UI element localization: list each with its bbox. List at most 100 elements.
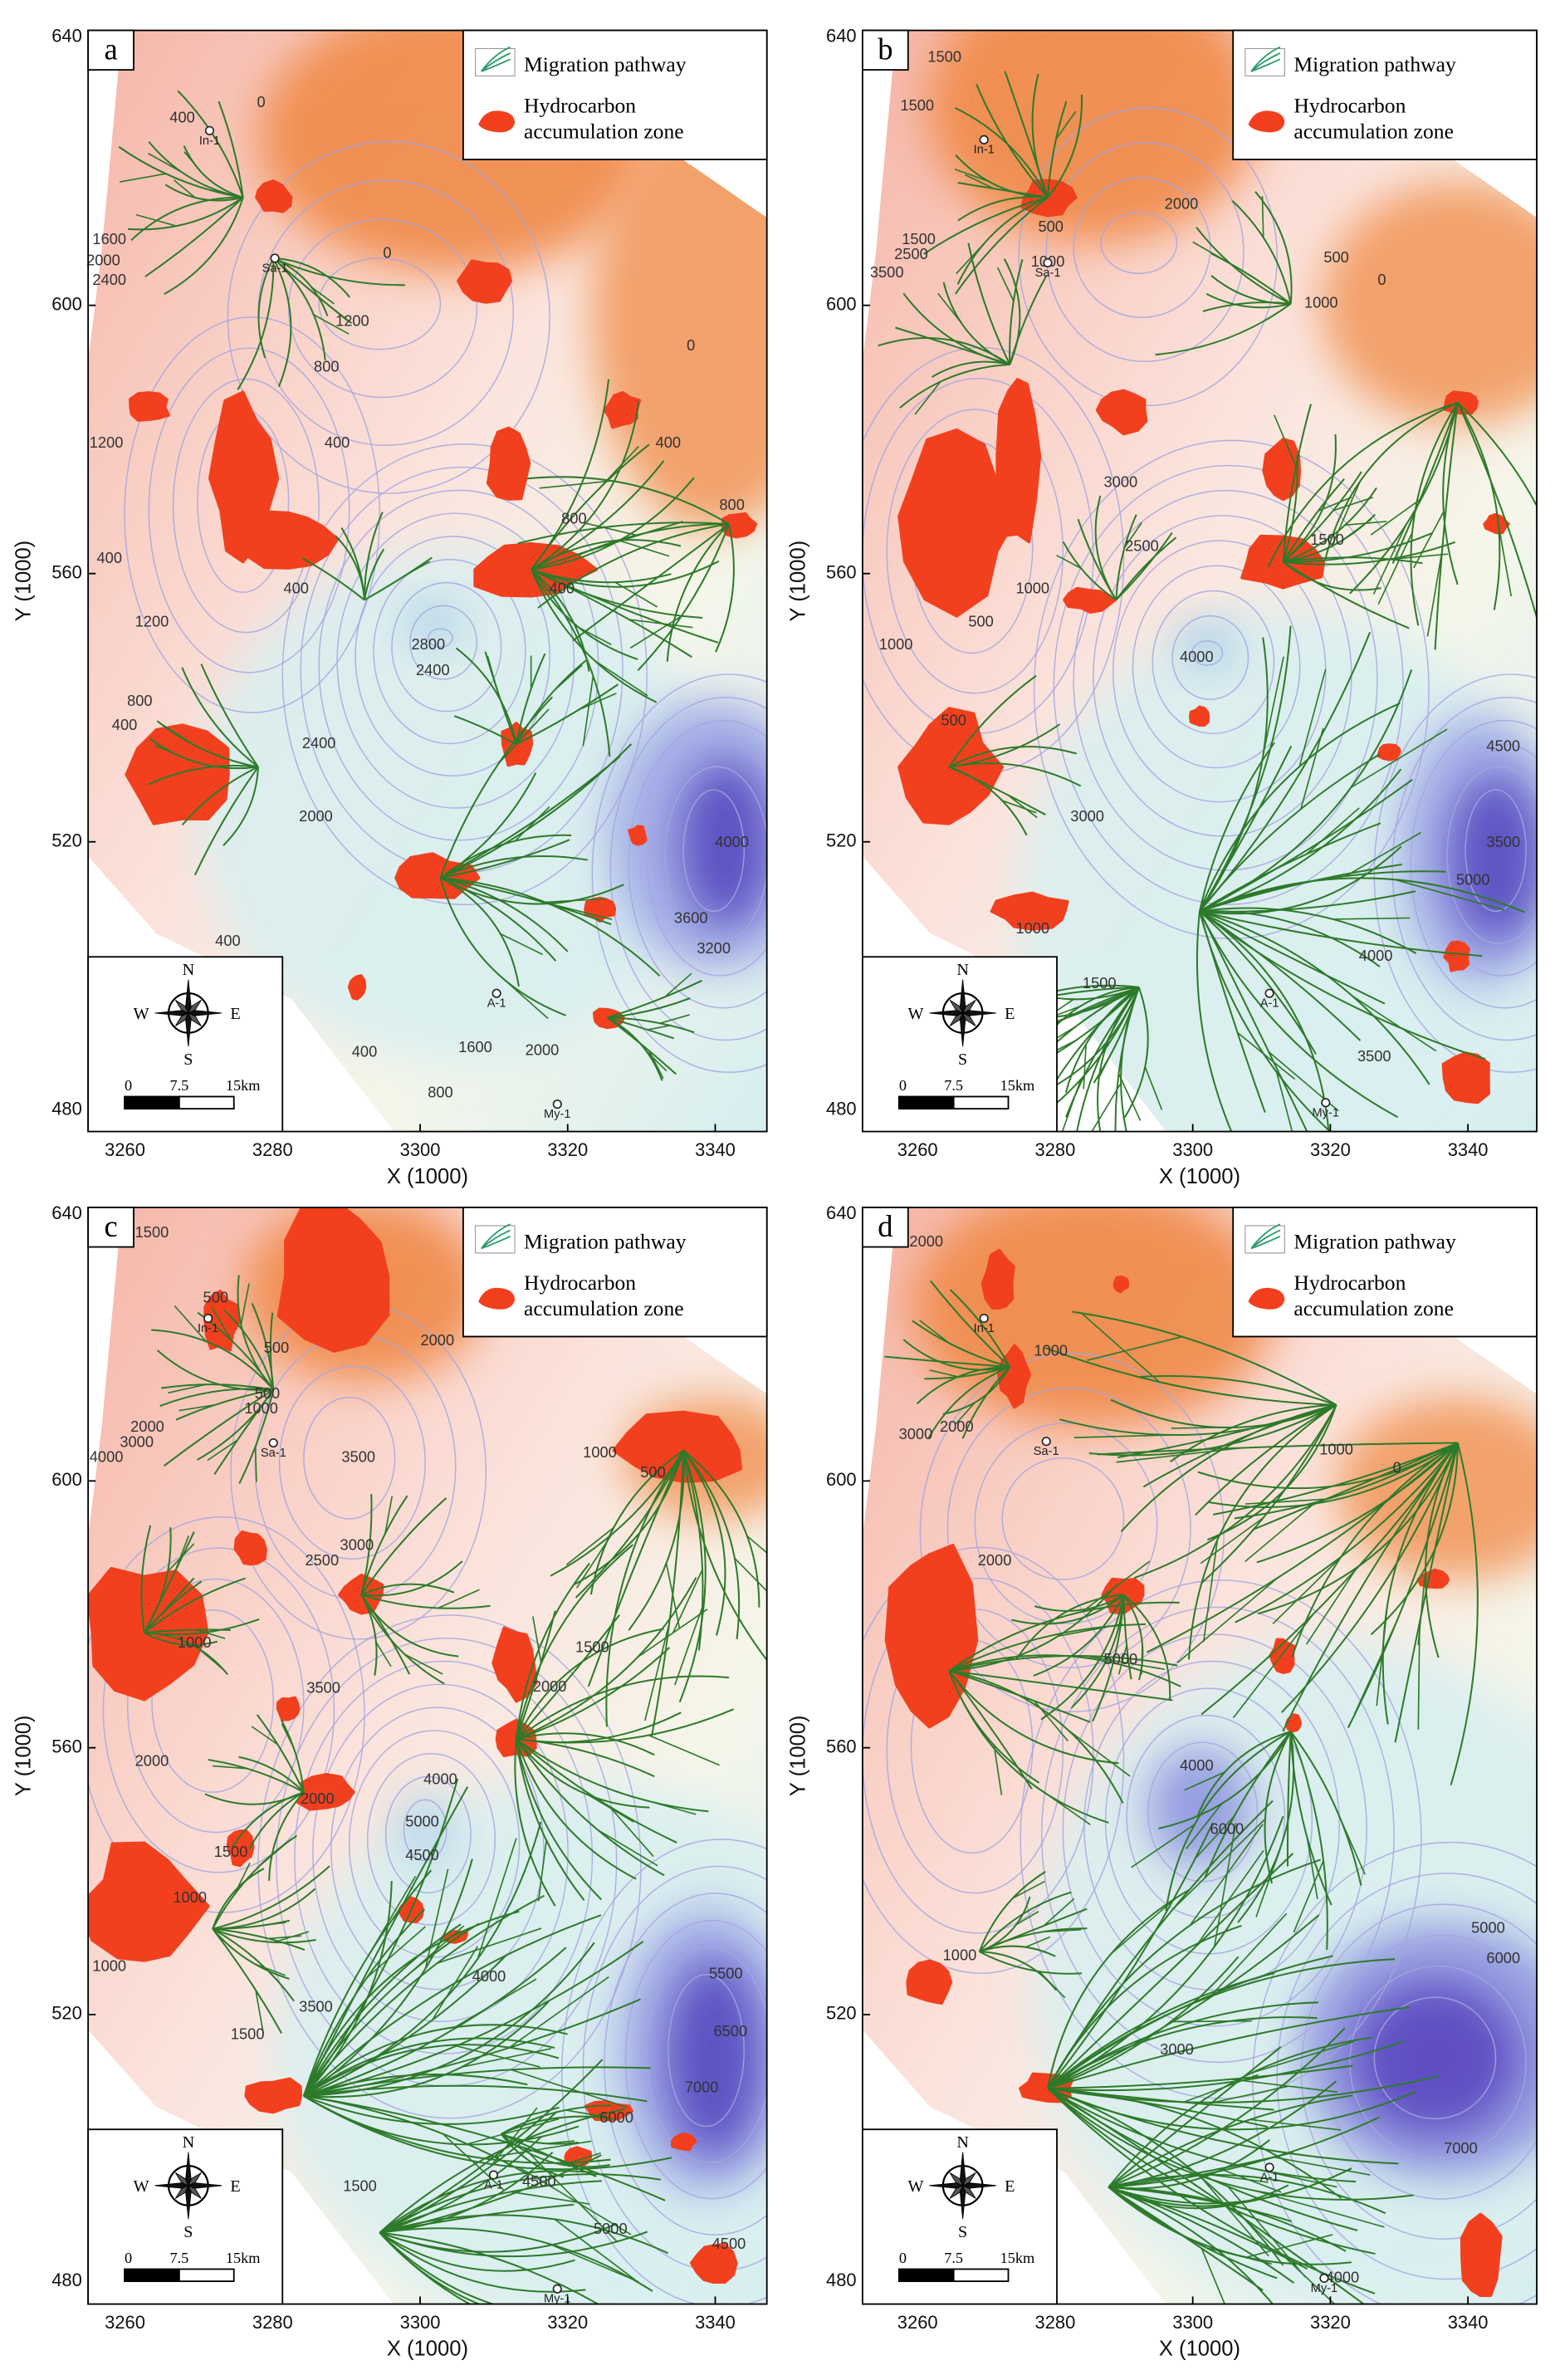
migration-pathway bbox=[1115, 531, 1173, 601]
migration-pathway bbox=[379, 2231, 575, 2272]
contour-label: 1200 bbox=[135, 613, 169, 630]
migration-pathway bbox=[440, 877, 569, 952]
contour-label: 800 bbox=[428, 1084, 452, 1101]
migration-pathway bbox=[1318, 497, 1352, 512]
migration-pathway bbox=[1108, 2186, 1308, 2270]
migration-pathway bbox=[1070, 1594, 1125, 1709]
migration-pathway bbox=[303, 1947, 567, 2097]
legend-box bbox=[462, 1207, 768, 1338]
depth-shade bbox=[394, 1790, 456, 1870]
migration-pathway bbox=[1199, 910, 1483, 957]
migration-pathway bbox=[1305, 807, 1360, 855]
accumulation-zone bbox=[980, 1248, 1015, 1310]
migration-pathway bbox=[1187, 1403, 1337, 1660]
migration-pathway bbox=[949, 1289, 1011, 1368]
migration-pathway bbox=[360, 1495, 408, 1595]
migration-pathway bbox=[303, 1942, 595, 2097]
contour-line bbox=[1018, 107, 1278, 407]
legend-text: Migration pathway bbox=[524, 1229, 687, 1253]
migration-pathway bbox=[174, 1535, 189, 1573]
well-label: A-1 bbox=[1260, 997, 1279, 1011]
contour-label: 800 bbox=[719, 496, 744, 513]
contour-label: 1000 bbox=[1319, 1440, 1353, 1457]
migration-pathway bbox=[1195, 1403, 1337, 1516]
migration-pathway bbox=[949, 1669, 1173, 1702]
migration-pathway bbox=[516, 1732, 655, 1756]
contour-line bbox=[281, 443, 648, 906]
migration-pathway bbox=[1340, 1819, 1366, 1875]
migration-pathway bbox=[1274, 2156, 1371, 2176]
migration-pathway bbox=[1031, 73, 1049, 198]
migration-pathway bbox=[978, 1891, 1072, 1952]
migration-pathway bbox=[517, 522, 730, 545]
contour-label: 0 bbox=[1377, 271, 1386, 288]
migration-pathway bbox=[303, 1953, 508, 2097]
contour-label: 5000 bbox=[1471, 1919, 1505, 1937]
well-label: Sa-1 bbox=[261, 1447, 286, 1460]
y-tick-label: 600 bbox=[51, 1469, 82, 1490]
scale-bar-black bbox=[124, 2268, 180, 2283]
contour-line bbox=[628, 719, 767, 1009]
migration-pathway bbox=[237, 1863, 251, 1888]
migration-pathway bbox=[361, 1560, 463, 1597]
legend-pathway-icon bbox=[1250, 1229, 1281, 1250]
well-label: A-1 bbox=[484, 2179, 503, 2192]
well-marker bbox=[268, 1437, 278, 1448]
migration-pathway bbox=[1497, 523, 1513, 597]
compass-point bbox=[961, 1010, 996, 1016]
migration-pathway bbox=[144, 1628, 231, 1634]
migration-pathway bbox=[196, 1388, 275, 1461]
migration-pathway bbox=[1176, 1577, 1279, 1663]
migration-pathway bbox=[1394, 1442, 1459, 1743]
migration-pathway bbox=[500, 2133, 565, 2178]
accumulation-zone bbox=[1443, 390, 1479, 415]
migration-pathway bbox=[1200, 1516, 1264, 1565]
migration-pathway bbox=[664, 972, 692, 998]
contour-line bbox=[1252, 1841, 1537, 2304]
migration-pathway bbox=[645, 1050, 667, 1072]
contour-line bbox=[366, 1753, 496, 1926]
migration-pathway bbox=[948, 746, 1078, 768]
contour-line bbox=[318, 489, 599, 841]
migration-pathway bbox=[183, 144, 243, 198]
migration-pathway bbox=[303, 1922, 480, 2097]
migration-pathway bbox=[500, 2133, 610, 2168]
contour-line bbox=[886, 409, 1064, 694]
compass-point bbox=[949, 2172, 964, 2187]
depth-shade bbox=[665, 1959, 763, 2157]
contour-label: 1000 bbox=[173, 1888, 207, 1906]
migration-pathway bbox=[1199, 910, 1486, 1060]
migration-pathway bbox=[143, 1531, 195, 1633]
contour-label: 3000 bbox=[120, 1432, 154, 1450]
scale-bar-black bbox=[124, 1095, 180, 1110]
compass-point bbox=[185, 2184, 192, 2220]
migration-pathway bbox=[1289, 1731, 1328, 1951]
well-label: Sa-1 bbox=[1034, 1445, 1059, 1458]
migration-pathway bbox=[302, 1908, 425, 2097]
migration-pathway bbox=[546, 2140, 575, 2145]
legend-pathway-icon bbox=[1250, 58, 1281, 72]
contour-label: 5000 bbox=[1456, 871, 1490, 889]
migration-pathway bbox=[1450, 1442, 1479, 1785]
migration-pathway bbox=[255, 1963, 286, 1976]
migration-pathway bbox=[1333, 497, 1373, 512]
migration-pathway bbox=[1199, 910, 1386, 1005]
migration-pathway bbox=[212, 1927, 295, 2002]
x-tick-label: 3300 bbox=[400, 2312, 441, 2333]
migration-pathway bbox=[1108, 2186, 1264, 2291]
migration-pathway bbox=[1139, 1375, 1337, 1406]
depth-shade bbox=[592, 106, 767, 532]
migration-pathway bbox=[303, 1914, 602, 2097]
accumulation-zone bbox=[457, 259, 512, 304]
migration-pathway bbox=[682, 1450, 726, 1636]
migration-pathway bbox=[674, 1601, 705, 1686]
migration-pathway bbox=[1108, 2186, 1352, 2265]
migration-pathway bbox=[1047, 100, 1068, 198]
migration-pathway bbox=[477, 1838, 517, 1960]
migration-pathway bbox=[302, 1869, 433, 2097]
panel-label-box bbox=[87, 1207, 134, 1248]
legend-text: Migration pathway bbox=[1293, 52, 1456, 76]
contour-line bbox=[1171, 615, 1249, 700]
migration-pathway bbox=[1196, 911, 1233, 1132]
contour-label: 3500 bbox=[299, 1998, 333, 2015]
